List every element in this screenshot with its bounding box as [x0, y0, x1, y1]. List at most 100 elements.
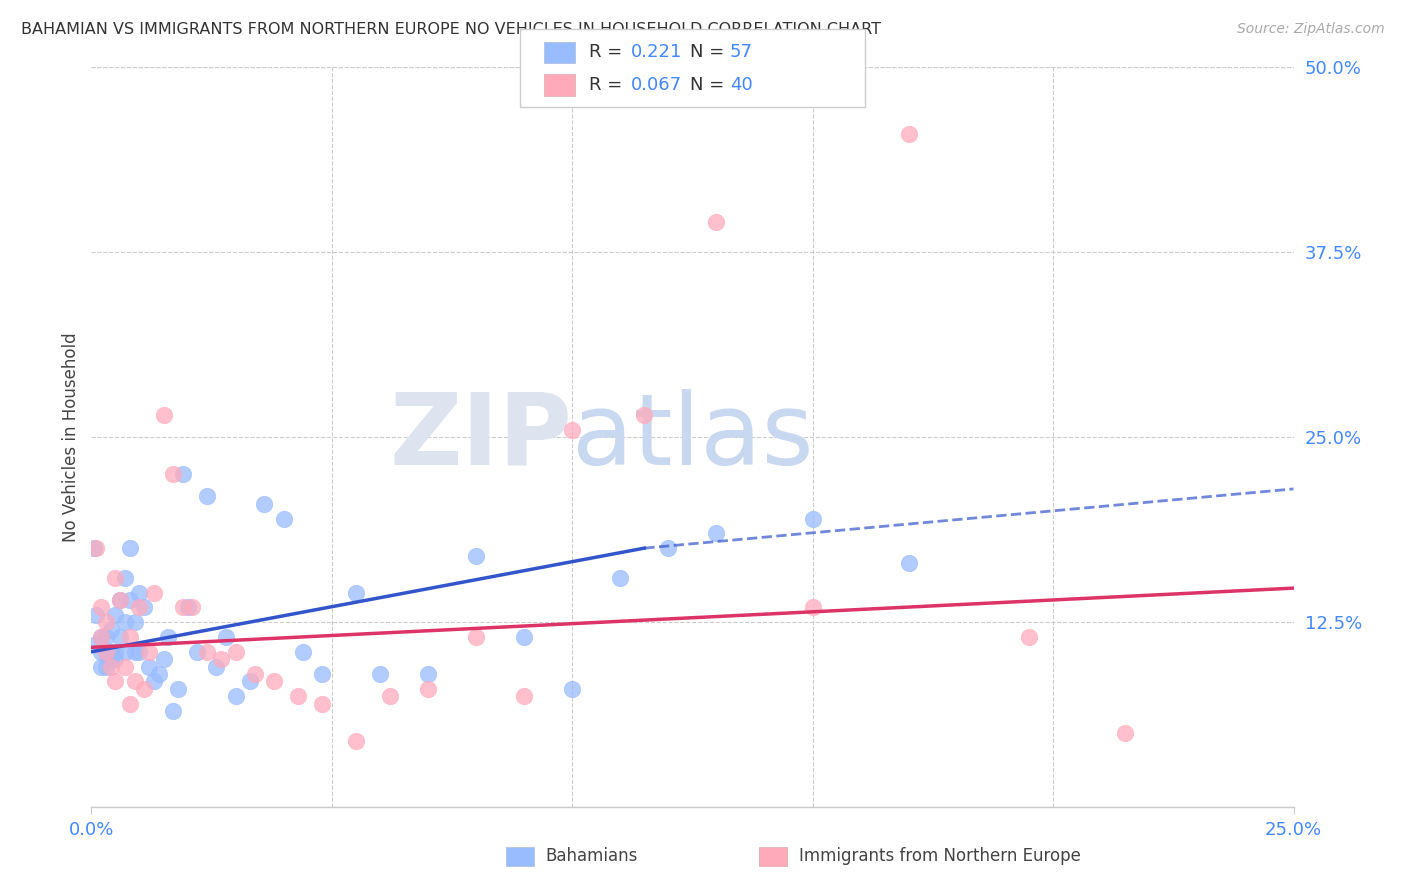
Point	[124, 674, 146, 689]
Point	[263, 674, 285, 689]
Point	[152, 408, 174, 422]
Point	[83, 541, 105, 555]
Point	[90, 600, 112, 615]
Point	[114, 659, 136, 673]
Point	[195, 645, 218, 659]
Point	[561, 423, 583, 437]
Point	[368, 667, 391, 681]
Point	[897, 127, 920, 141]
Point	[195, 489, 218, 503]
Point	[128, 585, 150, 599]
Point	[104, 645, 127, 659]
Point	[344, 733, 367, 747]
Text: 0.067: 0.067	[631, 76, 682, 95]
Point	[134, 681, 156, 696]
Point	[243, 667, 266, 681]
Point	[118, 593, 141, 607]
Point	[253, 497, 276, 511]
Point	[801, 511, 824, 525]
Point	[157, 630, 180, 644]
Point	[84, 607, 107, 622]
Point	[181, 600, 204, 615]
Point	[110, 593, 132, 607]
Text: R =: R =	[589, 44, 628, 62]
Point	[128, 645, 150, 659]
Point	[100, 645, 122, 659]
Point	[172, 467, 194, 482]
Point	[311, 667, 333, 681]
Point	[142, 674, 165, 689]
Text: 40: 40	[730, 76, 752, 95]
Point	[465, 549, 488, 563]
Point	[104, 674, 127, 689]
Point	[90, 645, 112, 659]
Point	[152, 652, 174, 666]
Point	[148, 667, 170, 681]
Point	[94, 615, 117, 630]
Point	[344, 585, 367, 599]
Point	[100, 659, 122, 673]
Point	[657, 541, 679, 555]
Point	[94, 630, 117, 644]
Point	[311, 697, 333, 711]
Point	[94, 645, 117, 659]
Point	[209, 652, 232, 666]
Text: atlas: atlas	[572, 389, 814, 485]
Point	[609, 571, 631, 585]
Point	[706, 215, 728, 229]
Text: ZIP: ZIP	[389, 389, 572, 485]
Point	[124, 615, 146, 630]
Point	[225, 645, 247, 659]
Point	[1114, 726, 1136, 740]
Point	[513, 630, 536, 644]
Point	[416, 667, 439, 681]
Point	[118, 630, 141, 644]
Point	[142, 585, 165, 599]
Point	[215, 630, 238, 644]
Point	[128, 600, 150, 615]
Text: 0.221: 0.221	[631, 44, 683, 62]
Point	[134, 600, 156, 615]
Point	[90, 630, 112, 644]
Point	[114, 645, 136, 659]
Point	[186, 645, 208, 659]
Point	[124, 645, 146, 659]
Point	[114, 615, 136, 630]
Point	[897, 556, 920, 570]
Point	[90, 659, 112, 673]
Point	[110, 593, 132, 607]
Point	[225, 690, 247, 704]
Point	[205, 659, 228, 673]
Point	[239, 674, 262, 689]
Point	[104, 607, 127, 622]
Point	[118, 697, 141, 711]
Point	[138, 659, 160, 673]
Point	[110, 630, 132, 644]
Point	[114, 571, 136, 585]
Text: 57: 57	[730, 44, 752, 62]
Point	[1018, 630, 1040, 644]
Point	[287, 690, 309, 704]
Point	[104, 571, 127, 585]
Point	[465, 630, 488, 644]
Point	[416, 681, 439, 696]
Point	[162, 467, 184, 482]
Point	[138, 645, 160, 659]
Point	[167, 681, 190, 696]
Point	[172, 600, 194, 615]
Point	[176, 600, 198, 615]
Point	[100, 623, 122, 637]
Point	[100, 652, 122, 666]
Text: R =: R =	[589, 76, 628, 95]
Text: Immigrants from Northern Europe: Immigrants from Northern Europe	[799, 847, 1080, 865]
Point	[561, 681, 583, 696]
Point	[104, 652, 127, 666]
Text: Source: ZipAtlas.com: Source: ZipAtlas.com	[1237, 22, 1385, 37]
Point	[90, 630, 112, 644]
Y-axis label: No Vehicles in Household: No Vehicles in Household	[62, 332, 80, 542]
Text: Bahamians: Bahamians	[546, 847, 638, 865]
Point	[162, 704, 184, 718]
Text: BAHAMIAN VS IMMIGRANTS FROM NORTHERN EUROPE NO VEHICLES IN HOUSEHOLD CORRELATION: BAHAMIAN VS IMMIGRANTS FROM NORTHERN EUR…	[21, 22, 882, 37]
Point	[84, 541, 107, 555]
Point	[84, 637, 107, 651]
